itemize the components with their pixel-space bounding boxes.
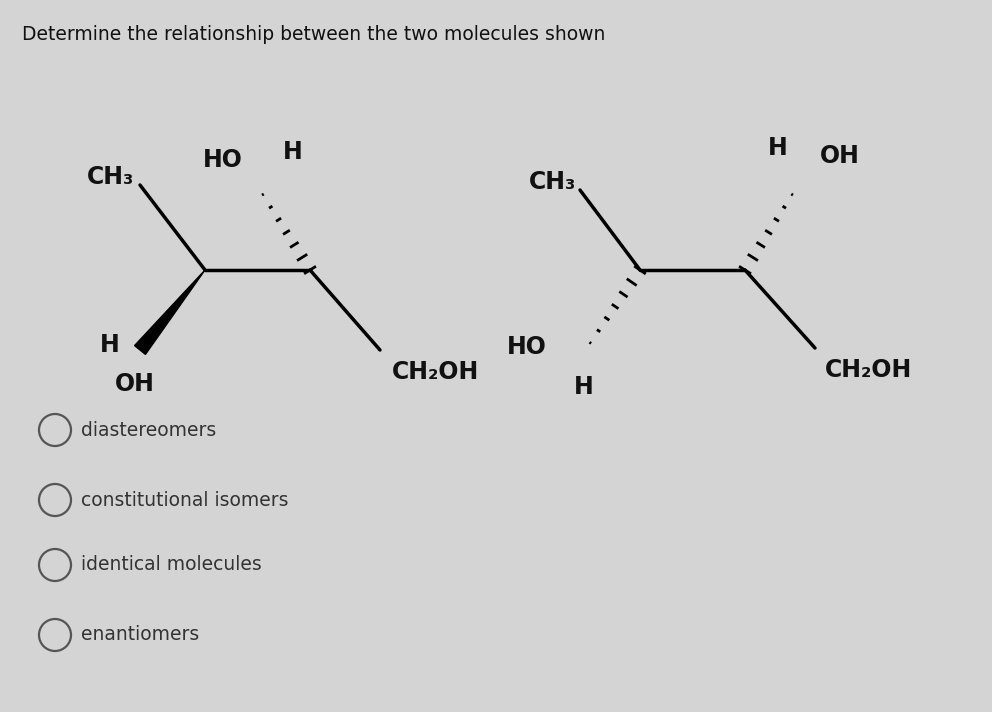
Text: H: H <box>283 140 303 164</box>
Text: identical molecules: identical molecules <box>81 555 262 575</box>
Text: HO: HO <box>507 335 547 359</box>
Text: CH₃: CH₃ <box>529 170 575 194</box>
Text: CH₃: CH₃ <box>86 165 134 189</box>
Text: H: H <box>100 333 120 357</box>
Text: constitutional isomers: constitutional isomers <box>81 491 289 510</box>
Text: CH₂OH: CH₂OH <box>392 360 479 384</box>
Text: HO: HO <box>203 148 243 172</box>
Text: OH: OH <box>115 372 155 396</box>
Polygon shape <box>135 270 205 355</box>
Text: enantiomers: enantiomers <box>81 626 199 644</box>
Text: OH: OH <box>820 144 860 168</box>
Text: H: H <box>574 375 594 399</box>
Text: CH₂OH: CH₂OH <box>825 358 913 382</box>
Text: diastereomers: diastereomers <box>81 421 216 439</box>
Text: Determine the relationship between the two molecules shown: Determine the relationship between the t… <box>22 25 605 44</box>
Text: H: H <box>768 136 788 160</box>
